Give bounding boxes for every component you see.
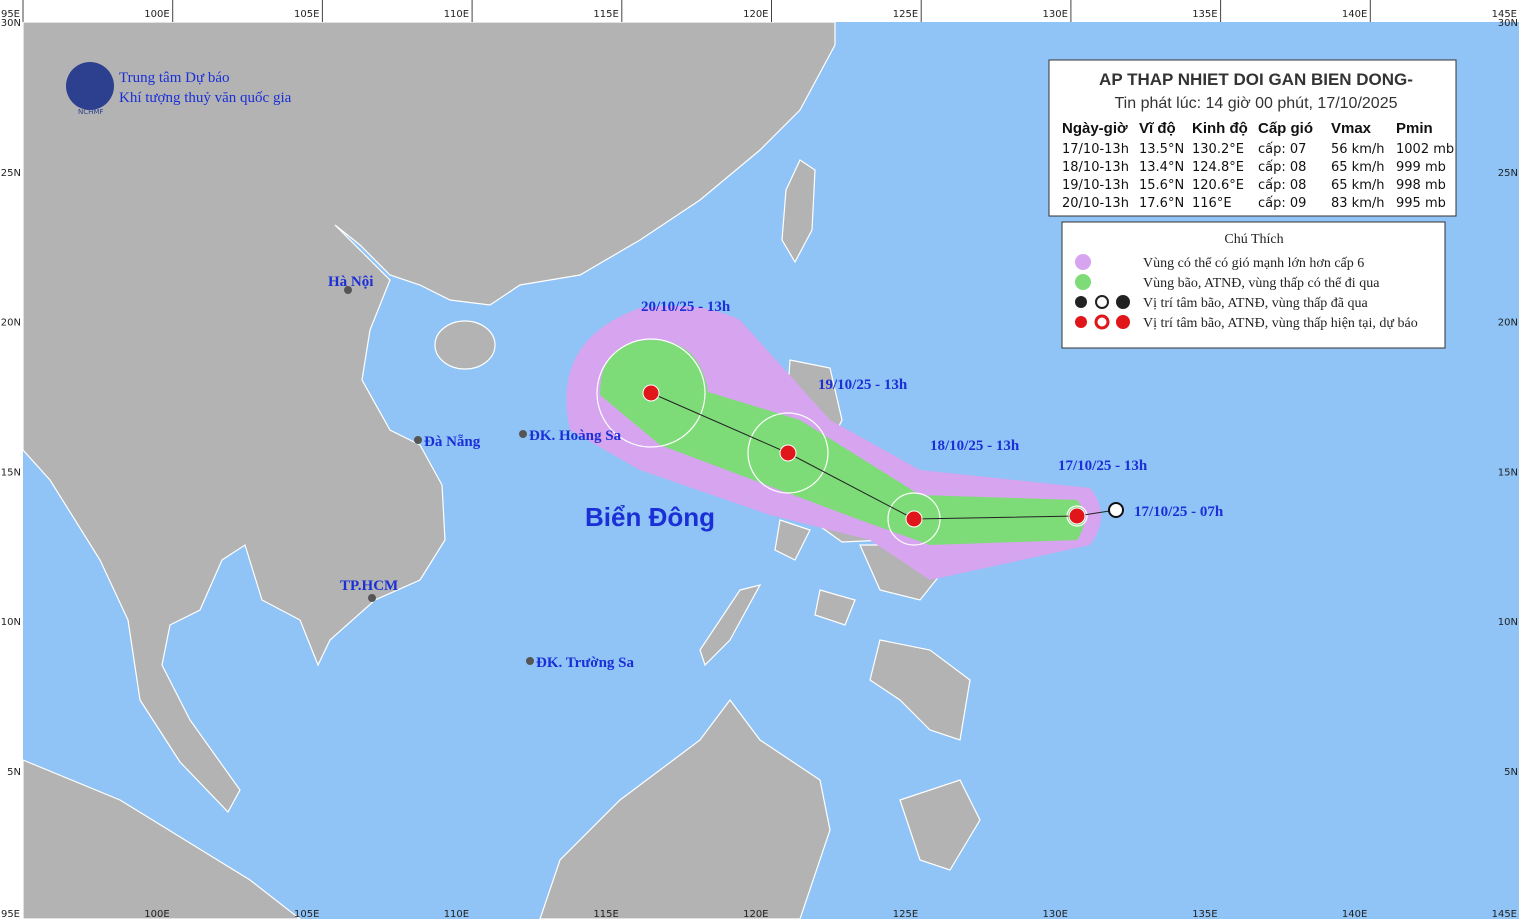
info-issued: Tin phát lúc: 14 giờ 00 phút, 17/10/2025 [1115, 95, 1398, 112]
table-cell: 1002 mb [1396, 142, 1454, 157]
lon-label: 100E [144, 909, 169, 919]
sea-label: Biển Đông [585, 502, 715, 532]
table-cell: 995 mb [1396, 196, 1446, 211]
table-cell: cấp: 09 [1258, 196, 1306, 211]
lon-label: 140E [1342, 909, 1367, 919]
table-cell: 65 km/h [1331, 178, 1385, 193]
table-cell: 998 mb [1396, 178, 1446, 193]
lat-label: 20N [1498, 318, 1518, 329]
legend-item: Vùng có thể có gió mạnh lớn hơn cấp 6 [1143, 256, 1364, 271]
lon-label: 140E [1342, 9, 1367, 20]
table-cell: 20/10-13h [1062, 196, 1129, 211]
org-name: Trung tâm Dự báo [119, 70, 230, 86]
island-label: ĐK. Trường Sa [536, 655, 635, 671]
table-cell: 19/10-13h [1062, 178, 1129, 193]
lon-label: 110E [444, 909, 469, 919]
lat-label: 25N [1, 168, 21, 179]
lon-label: 130E [1042, 9, 1067, 20]
lon-label: 120E [743, 9, 768, 20]
legend-item: Vị trí tâm bão, ATNĐ, vùng thấp đã qua [1143, 296, 1369, 311]
table-cell: 120.6°E [1192, 178, 1244, 193]
lon-label: 105E [294, 9, 319, 20]
cone [566, 305, 1124, 580]
lat-label: 10N [1, 617, 21, 628]
table-cell: 56 km/h [1331, 142, 1385, 157]
table-cell: cấp: 08 [1258, 178, 1306, 193]
lon-label: 95E [1, 9, 20, 20]
track-label: 17/10/25 - 07h [1134, 504, 1224, 520]
table-cell: 15.6°N [1139, 178, 1184, 193]
table-cell: 13.4°N [1139, 160, 1184, 175]
lon-label: 120E [743, 909, 768, 919]
lon-label: 130E [1042, 909, 1067, 919]
logo [66, 62, 114, 110]
table-cell: 17/10-13h [1062, 142, 1129, 157]
lon-label: 135E [1192, 909, 1217, 919]
island-label: ĐK. Hoàng Sa [529, 428, 622, 444]
table-cell: 124.8°E [1192, 160, 1244, 175]
lon-label: 145E [1492, 909, 1517, 919]
lon-label: 105E [294, 909, 319, 919]
cities [344, 286, 534, 665]
legend-title: Chú Thích [1224, 232, 1283, 247]
table-cell: 83 km/h [1331, 196, 1385, 211]
table-header: Cấp gió [1258, 120, 1313, 137]
lat-label: 5N [7, 767, 21, 778]
table-cell: 130.2°E [1192, 142, 1244, 157]
city-label: Đà Nẵng [424, 434, 481, 450]
table-cell: 65 km/h [1331, 160, 1385, 175]
track-label: 19/10/25 - 13h [818, 377, 908, 393]
lon-label: 95E [1, 909, 20, 919]
table-cell: 18/10-13h [1062, 160, 1129, 175]
lat-label: 25N [1498, 168, 1518, 179]
table-cell: 13.5°N [1139, 142, 1184, 157]
lat-label: 15N [1498, 467, 1518, 478]
city-label: Hà Nội [328, 274, 373, 290]
lat-label: 30N [1, 18, 21, 29]
lon-label: 125E [893, 9, 918, 20]
lon-label: 125E [893, 909, 918, 919]
track-label: 18/10/25 - 13h [930, 438, 1020, 454]
lon-label: 115E [593, 909, 618, 919]
table-header: Vmax [1331, 120, 1372, 137]
legend-box [1061, 221, 1446, 349]
legend-item: Vùng bão, ATNĐ, vùng thấp có thể đi qua [1143, 276, 1380, 291]
logo-text: NCHMF [78, 108, 103, 116]
city-label: TP.HCM [340, 578, 398, 594]
info-box [1048, 59, 1457, 217]
table-cell: 116°E [1192, 196, 1232, 211]
lon-label: 145E [1492, 9, 1517, 20]
lon-label: 100E [144, 9, 169, 20]
table-cell: 17.6°N [1139, 196, 1184, 211]
track-label: 20/10/25 - 13h [641, 299, 731, 315]
table-header: Pmin [1396, 120, 1433, 137]
lat-label: 10N [1498, 617, 1518, 628]
legend-swatch [1075, 295, 1130, 309]
org-name: Khí tượng thuỷ văn quốc gia [119, 90, 292, 106]
legend-swatch [1075, 274, 1091, 290]
lat-label: 15N [1, 467, 21, 478]
table-cell: cấp: 07 [1258, 142, 1306, 157]
info-title: AP THAP NHIET DOI GAN BIEN DONG- [1099, 70, 1413, 89]
legend-swatch [1075, 314, 1130, 330]
legend-swatch [1075, 254, 1091, 270]
lon-label: 135E [1192, 9, 1217, 20]
lat-label: 20N [1, 318, 21, 329]
legend-item: Vị trí tâm bão, ATNĐ, vùng thấp hiện tại… [1143, 316, 1418, 331]
track-label: 17/10/25 - 13h [1058, 458, 1148, 474]
table-cell: 999 mb [1396, 160, 1446, 175]
lon-label: 115E [593, 9, 618, 20]
table-header: Kinh độ [1192, 120, 1248, 137]
lat-label: 30N [1498, 18, 1518, 29]
table-cell: cấp: 08 [1258, 160, 1306, 175]
storm-zone [600, 340, 1085, 545]
lat-label: 5N [1504, 767, 1518, 778]
table-header: Vĩ độ [1139, 120, 1176, 137]
lon-label: 110E [444, 9, 469, 20]
table-header: Ngày-giờ [1062, 120, 1128, 137]
